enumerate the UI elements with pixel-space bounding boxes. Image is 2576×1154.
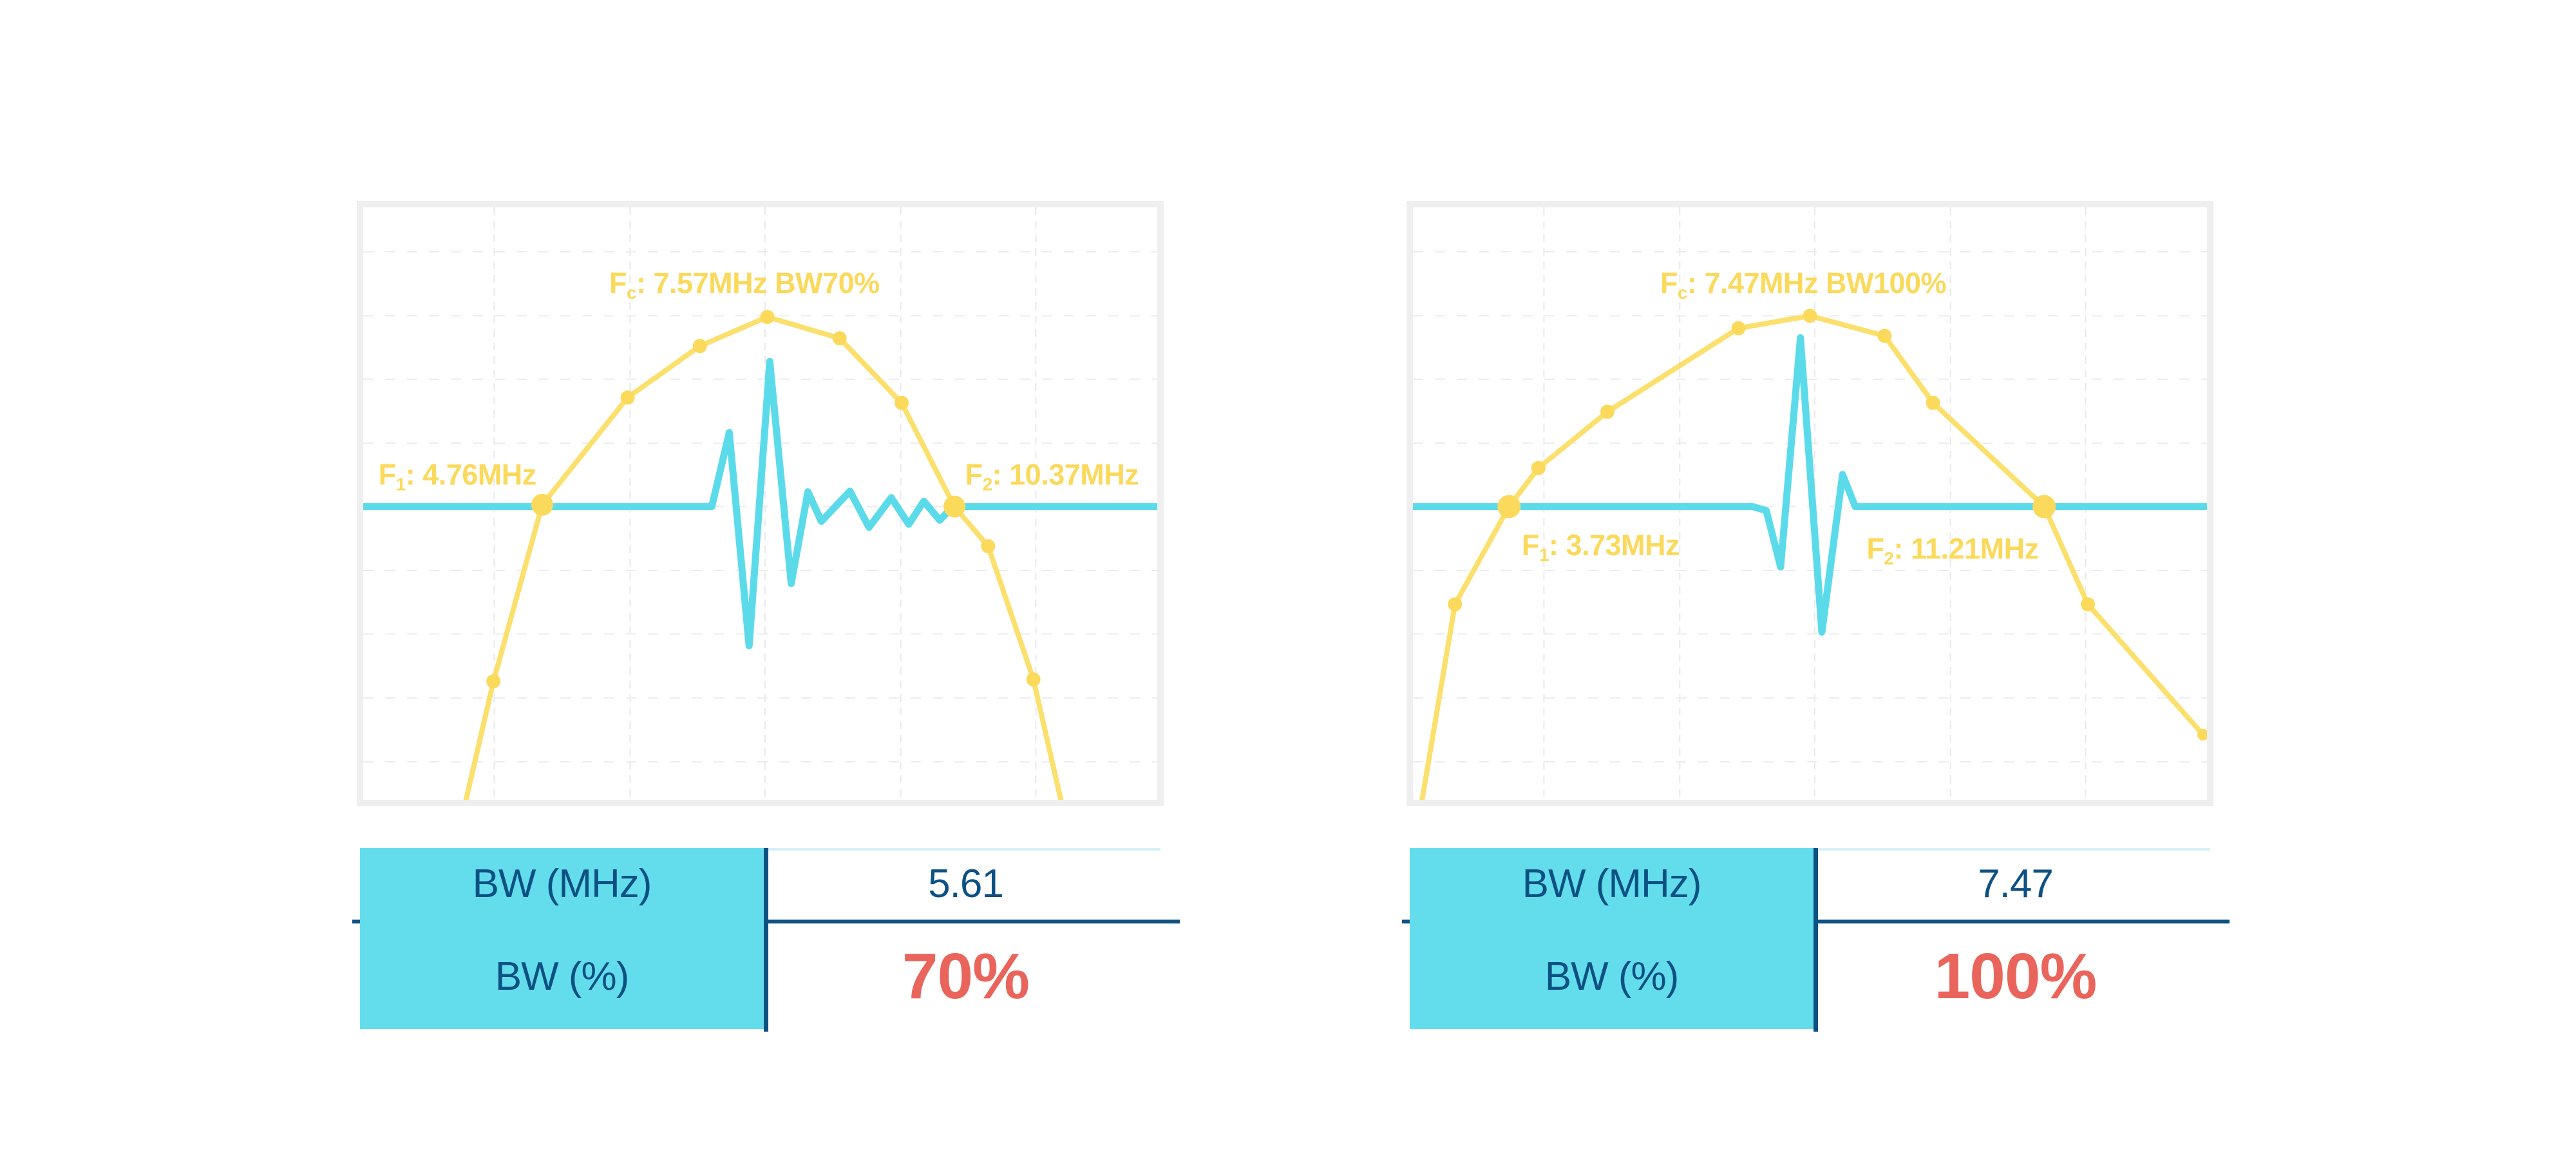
row-label-bw-mhz: BW (MHz) bbox=[472, 862, 652, 906]
table-header-column bbox=[360, 848, 764, 1029]
value-bw-mhz: 5.61 bbox=[928, 862, 1004, 906]
bandwidth-crossing-dot bbox=[1497, 495, 1521, 518]
data-point-dot bbox=[2081, 597, 2095, 612]
data-point-dot bbox=[1926, 395, 1940, 410]
value-bw-pct: 100% bbox=[1934, 940, 2098, 1012]
data-point-dot bbox=[1877, 328, 1892, 343]
row-label-bw-mhz: BW (MHz) bbox=[1522, 862, 1702, 906]
pulse-waveform bbox=[363, 357, 1157, 650]
annotation-f1: F1: 3.73MHz bbox=[1522, 529, 1680, 565]
data-point-dot bbox=[692, 339, 707, 354]
bandwidth-crossing-dot bbox=[531, 493, 553, 516]
data-point-dot bbox=[620, 390, 635, 405]
data-point-dot bbox=[1731, 321, 1746, 336]
data-point-dot bbox=[981, 539, 996, 554]
annotation-f1: F1: 4.76MHz bbox=[379, 459, 536, 495]
data-point-dot bbox=[1531, 460, 1546, 475]
annotation-fc: Fc: 7.57MHz BW70% bbox=[609, 267, 880, 303]
bandwidth-crossing-dot bbox=[943, 495, 965, 518]
data-point-dot bbox=[1448, 597, 1463, 612]
table-header-column bbox=[1410, 848, 1814, 1029]
data-point-dot bbox=[1600, 404, 1615, 419]
data-point-dot bbox=[1803, 308, 1817, 323]
row-label-bw-pct: BW (%) bbox=[495, 954, 630, 999]
annotation-f2: F2: 11.21MHz bbox=[1866, 533, 2038, 569]
data-point-dot bbox=[2197, 728, 2207, 741]
bw-table: BW (MHz) 5.61 BW (%) 70% bbox=[360, 848, 1163, 1032]
table-column-divider bbox=[1814, 848, 1818, 1032]
spectrum-pulse-plot: Fc: 7.57MHz BW70% F1: 4.76MHz F2: 10.37MHz bbox=[363, 207, 1157, 800]
value-bw-mhz: 7.47 bbox=[1978, 862, 2054, 906]
data-point-dot bbox=[1026, 672, 1041, 687]
annotation-fc: Fc: 7.47MHz BW100% bbox=[1660, 267, 1946, 303]
data-point-dot bbox=[895, 395, 909, 410]
table-top-rule bbox=[1818, 848, 2210, 851]
value-bw-pct: 70% bbox=[902, 940, 1030, 1012]
panel-bw70: Fc: 7.57MHz BW70% F1: 4.76MHz F2: 10.37MHz… bbox=[352, 201, 1180, 1032]
data-point-dot bbox=[760, 310, 775, 325]
pulse-waveform bbox=[1413, 334, 2207, 636]
spectrum-line bbox=[463, 314, 1064, 800]
annotation-f2: F2: 10.37MHz bbox=[965, 459, 1139, 495]
table-column-divider bbox=[764, 848, 768, 1032]
data-point-dot bbox=[486, 674, 501, 688]
spectrum-line bbox=[1419, 313, 2206, 800]
spectrum-chart-bw70: Fc: 7.57MHz BW70% F1: 4.76MHz F2: 10.37MHz bbox=[357, 201, 1164, 806]
bw-table: BW (MHz) 7.47 BW (%) 100% bbox=[1410, 848, 2213, 1032]
spectrum-chart-bw100: Fc: 7.47MHz BW100% F1: 3.73MHz F2: 11.21MH… bbox=[1406, 201, 2213, 806]
table-top-rule bbox=[768, 848, 1160, 851]
spectrum-pulse-plot: Fc: 7.47MHz BW100% F1: 3.73MHz F2: 11.21MH… bbox=[1413, 207, 2207, 800]
panel-bw100: Fc: 7.47MHz BW100% F1: 3.73MHz F2: 11.21MH… bbox=[1402, 201, 2230, 1032]
row-label-bw-pct: BW (%) bbox=[1544, 954, 1680, 999]
bandwidth-crossing-dot bbox=[2032, 495, 2056, 518]
data-point-dot bbox=[832, 331, 847, 346]
